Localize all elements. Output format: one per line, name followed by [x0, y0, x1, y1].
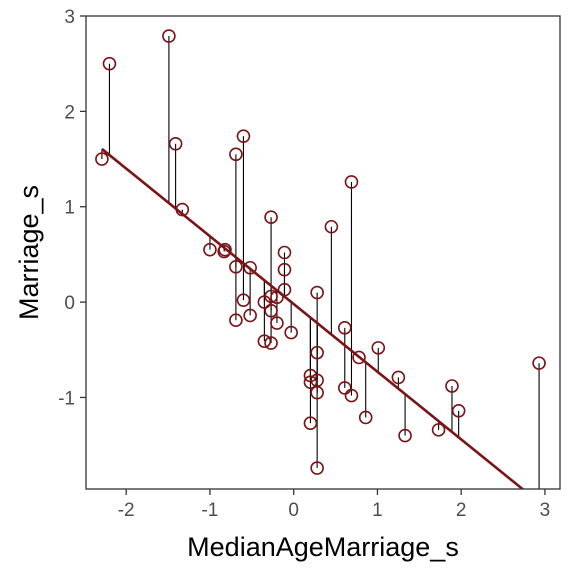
- data-point: [229, 313, 243, 328]
- data-point: [445, 379, 459, 393]
- data-point: [270, 316, 284, 330]
- data-point: [310, 461, 324, 475]
- data-point: [391, 370, 406, 385]
- data-point: [303, 416, 318, 430]
- y-tick-label: 1: [64, 198, 75, 219]
- data-point: [310, 345, 324, 360]
- x-axis-title: MedianAgeMarriage_s: [187, 532, 459, 562]
- y-tick-label: 3: [64, 7, 75, 28]
- data-point: [243, 260, 257, 275]
- data-point: [218, 242, 232, 257]
- data-point: [257, 334, 272, 348]
- x-tick-label: 0: [288, 500, 299, 521]
- data-point: [162, 29, 176, 43]
- data-point: [264, 303, 278, 318]
- data-point: [303, 375, 318, 389]
- regression-line: [101, 147, 525, 489]
- y-tick-label: -1: [58, 388, 75, 409]
- data-point: [352, 350, 366, 365]
- data-point: [358, 410, 373, 425]
- x-tick-label: -1: [201, 500, 218, 521]
- data-point: [270, 290, 284, 305]
- x-tick-label: -2: [118, 500, 135, 521]
- x-axis-ticks: -2 -1 0 1 2 3: [118, 489, 550, 521]
- data-point: [236, 293, 251, 307]
- x-tick-label: 2: [456, 500, 467, 521]
- data-point: [229, 260, 243, 274]
- data-point: [102, 56, 117, 71]
- data-point: [203, 242, 217, 257]
- x-tick-label: 1: [372, 500, 383, 521]
- data-point: [337, 321, 352, 335]
- data-point: [431, 423, 446, 437]
- data-point: [344, 388, 359, 403]
- data-point: [236, 129, 251, 143]
- data-point: [344, 175, 359, 189]
- data-point: [371, 341, 386, 355]
- data-point: [337, 381, 352, 395]
- data-points: [95, 29, 546, 475]
- data-point: [264, 289, 278, 304]
- data-point: [229, 147, 243, 162]
- y-tick-label: 2: [64, 102, 75, 123]
- data-point: [277, 245, 292, 260]
- data-point: [277, 282, 292, 297]
- data-point: [310, 285, 324, 300]
- data-point: [277, 262, 292, 277]
- data-point: [532, 356, 546, 370]
- y-tick-label: 0: [64, 293, 75, 314]
- plot-panel-border: [85, 15, 561, 490]
- y-axis-ticks: -1 0 1 2 3: [58, 7, 86, 409]
- data-point: [243, 308, 257, 323]
- data-point: [175, 202, 190, 217]
- y-axis-title: Marriage_s: [14, 185, 44, 320]
- data-point: [168, 136, 183, 151]
- data-point: [310, 385, 324, 400]
- residual-segments: [101, 36, 540, 489]
- data-point: [264, 210, 278, 225]
- data-point: [451, 404, 466, 418]
- data-point: [303, 368, 318, 383]
- data-point: [284, 325, 298, 340]
- data-point: [324, 219, 339, 234]
- data-point: [264, 336, 278, 350]
- data-point: [398, 428, 412, 443]
- data-point: [95, 152, 109, 166]
- x-tick-label: 3: [540, 500, 551, 521]
